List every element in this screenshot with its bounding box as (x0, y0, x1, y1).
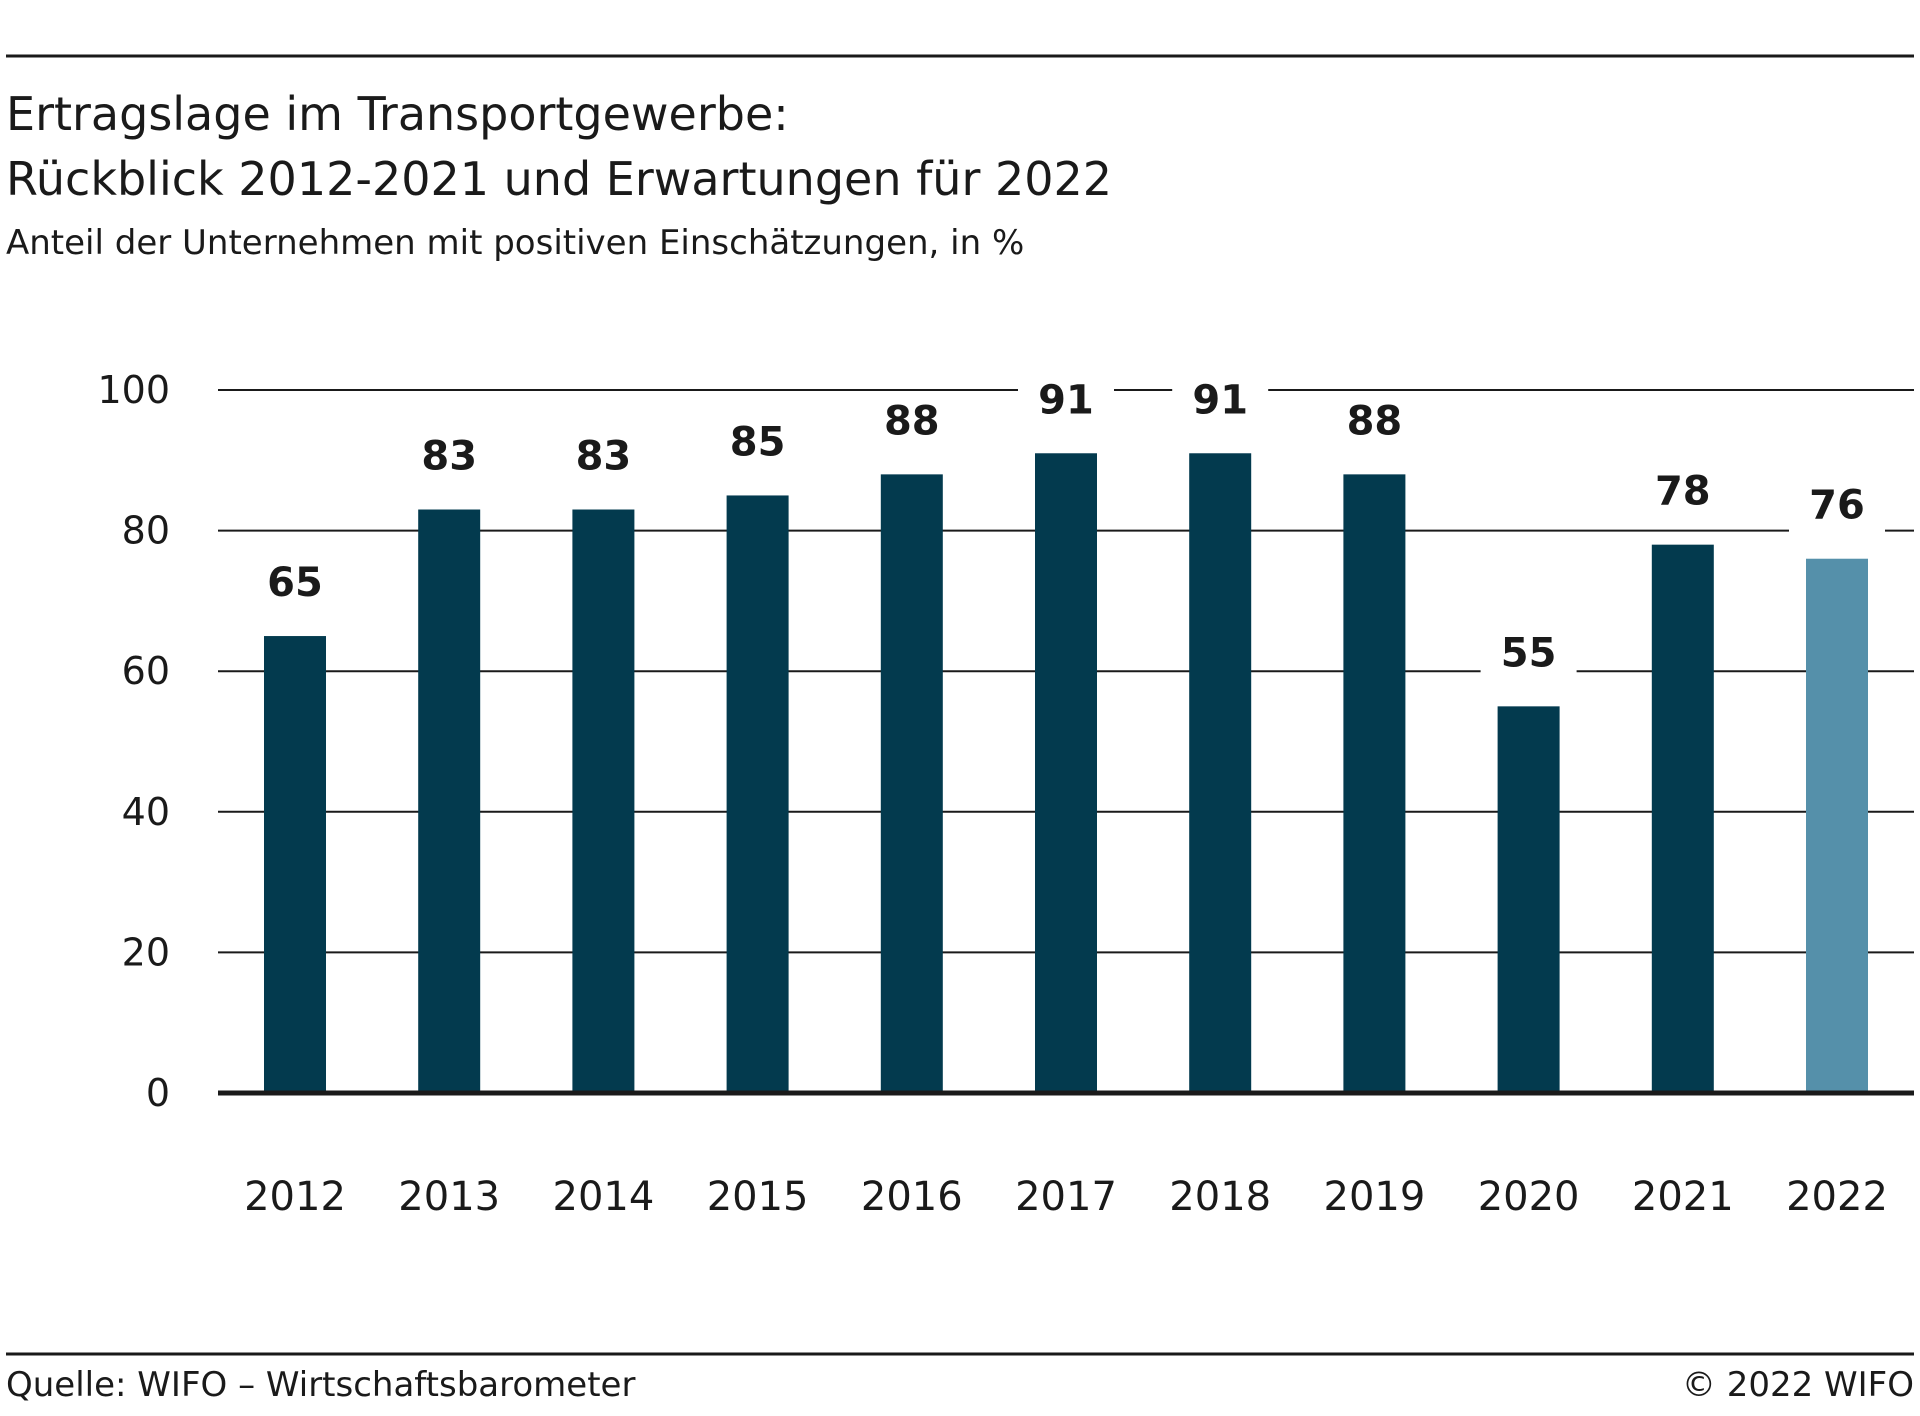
x-tick-label-2021: 2021 (1632, 1174, 1734, 1220)
x-tick-label-2013: 2013 (398, 1174, 500, 1220)
x-tick-label-2019: 2019 (1324, 1174, 1426, 1220)
value-label-bg-2016 (863, 394, 960, 449)
y-tick-label-20: 20 (122, 930, 170, 974)
x-tick-label-2022: 2022 (1786, 1174, 1888, 1220)
value-label-bg-2017 (1018, 373, 1114, 428)
value-label-2017: 91 (1038, 377, 1094, 423)
value-label-bg-2021 (1634, 464, 1731, 519)
value-labels: 65 83 83 85 88 91 91 88 55 78 76 (267, 377, 1865, 676)
value-label-bg-2019 (1326, 394, 1423, 449)
chart-subtitle: Anteil der Unternehmen mit positiven Ein… (6, 223, 1024, 263)
bar-2016 (880, 474, 943, 1093)
value-label-2014: 83 (576, 434, 632, 480)
x-tick-label-2017: 2017 (1015, 1174, 1117, 1220)
value-label-bg-2014 (555, 429, 652, 484)
value-label-bg-2012 (247, 556, 343, 611)
x-tick-label-2014: 2014 (553, 1174, 655, 1220)
value-label-backgrounds (247, 373, 1885, 681)
value-label-2013: 83 (421, 434, 477, 480)
bar-2022 (1806, 558, 1868, 1093)
x-tick-label-2020: 2020 (1478, 1174, 1580, 1220)
bar-2015 (726, 495, 789, 1093)
y-tick-label-60: 60 (122, 649, 170, 693)
value-label-bg-2020 (1480, 626, 1577, 681)
value-label-bg-2018 (1172, 373, 1269, 428)
value-label-2015: 85 (730, 419, 786, 465)
y-tick-label-0: 0 (146, 1071, 170, 1115)
bar-2020 (1497, 706, 1560, 1093)
copyright-note: © 2022 WIFO (1682, 1365, 1914, 1405)
bar-2018 (1189, 453, 1252, 1093)
y-tick-label-40: 40 (122, 790, 170, 834)
x-tick-label-2016: 2016 (861, 1174, 963, 1220)
bars (264, 453, 1868, 1093)
bar-2021 (1651, 544, 1714, 1093)
value-label-2022: 76 (1809, 483, 1865, 529)
bar-2012 (264, 636, 326, 1093)
y-tick-label-100: 100 (97, 368, 170, 412)
value-label-2018: 91 (1192, 377, 1248, 423)
y-tick-label-80: 80 (122, 509, 170, 553)
value-label-2012: 65 (267, 560, 323, 606)
bar-2019 (1343, 474, 1406, 1093)
x-tick-label-2018: 2018 (1169, 1174, 1271, 1220)
y-axis-ticks: 0 20 40 60 80 100 (97, 368, 170, 1115)
chart-title-line-2: Rückblick 2012-2021 und Erwartungen für … (6, 152, 1112, 206)
value-label-2021: 78 (1655, 469, 1711, 515)
value-label-2020: 55 (1501, 630, 1557, 676)
value-label-bg-2013 (401, 429, 498, 484)
source-note: Quelle: WIFO – Wirtschaftsbarometer (6, 1365, 635, 1405)
value-label-bg-2015 (709, 415, 806, 470)
x-tick-label-2015: 2015 (707, 1174, 809, 1220)
value-label-2016: 88 (884, 398, 940, 444)
x-axis-labels: 2012 2013 2014 2015 2016 2017 2018 2019 2020 2021… (244, 1174, 1888, 1220)
chart-title: Ertragslage im Transportgewerbe: (6, 87, 789, 141)
value-label-bg-2022 (1789, 478, 1885, 533)
bar-2014 (572, 509, 635, 1093)
value-label-2019: 88 (1347, 398, 1403, 444)
bar-2013 (418, 509, 481, 1093)
bar-2017 (1035, 453, 1097, 1093)
x-tick-label-2012: 2012 (244, 1174, 346, 1220)
